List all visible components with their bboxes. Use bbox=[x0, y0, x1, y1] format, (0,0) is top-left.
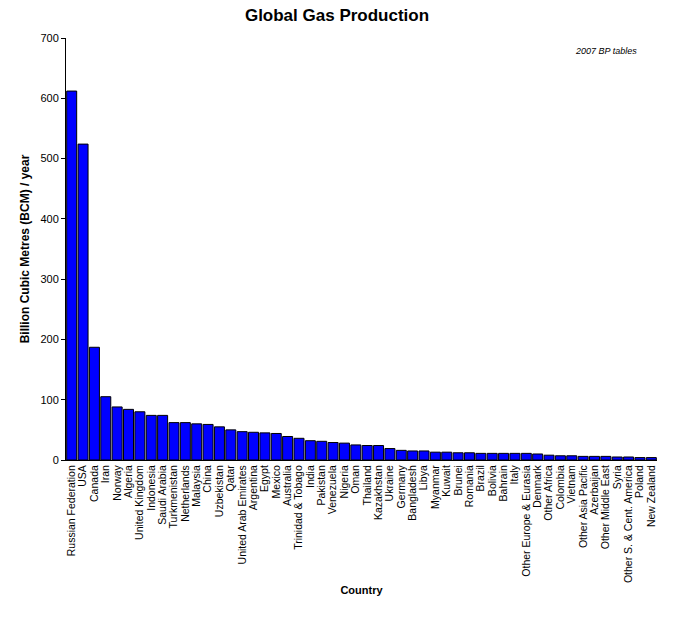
svg-text:India: India bbox=[304, 465, 316, 488]
svg-text:New Zealand: New Zealand bbox=[645, 465, 657, 527]
svg-text:100: 100 bbox=[40, 394, 58, 406]
svg-text:Italy: Italy bbox=[508, 464, 520, 484]
svg-text:Other Europe & Eurasia: Other Europe & Eurasia bbox=[520, 465, 532, 577]
svg-text:Nigeria: Nigeria bbox=[338, 465, 350, 498]
svg-text:Azerbaijan: Azerbaijan bbox=[588, 465, 600, 515]
svg-text:700: 700 bbox=[40, 32, 58, 44]
svg-text:Trinidad & Tobago: Trinidad & Tobago bbox=[292, 465, 304, 550]
svg-text:Other Africa: Other Africa bbox=[542, 465, 554, 521]
svg-text:Mexico: Mexico bbox=[270, 465, 282, 498]
svg-text:Country: Country bbox=[340, 584, 383, 596]
svg-text:Ukraine: Ukraine bbox=[383, 465, 395, 501]
svg-text:Pakistan: Pakistan bbox=[315, 465, 327, 505]
svg-text:China: China bbox=[201, 465, 213, 493]
svg-text:Syria: Syria bbox=[611, 465, 623, 489]
svg-text:Myanmar: Myanmar bbox=[429, 465, 441, 509]
svg-text:Other S. & Cent. America: Other S. & Cent. America bbox=[622, 465, 634, 583]
svg-text:600: 600 bbox=[40, 92, 58, 104]
svg-text:Other Asia Pacific: Other Asia Pacific bbox=[577, 465, 589, 548]
svg-text:Germany: Germany bbox=[395, 464, 407, 508]
svg-text:Bolivia: Bolivia bbox=[486, 465, 498, 496]
svg-text:Saudi Arabia: Saudi Arabia bbox=[156, 465, 168, 525]
svg-text:Norway: Norway bbox=[111, 464, 123, 500]
svg-text:500: 500 bbox=[40, 152, 58, 164]
svg-text:Poland: Poland bbox=[633, 465, 645, 498]
svg-text:Bangladesh: Bangladesh bbox=[406, 465, 418, 521]
svg-text:Egypt: Egypt bbox=[258, 465, 270, 492]
svg-text:Vietnam: Vietnam bbox=[565, 465, 577, 504]
svg-text:Malaysia: Malaysia bbox=[190, 465, 202, 507]
svg-text:Global Gas Production: Global Gas Production bbox=[245, 6, 429, 25]
svg-text:Denmark: Denmark bbox=[531, 464, 543, 507]
svg-text:Venezuela: Venezuela bbox=[327, 465, 339, 514]
svg-text:Indonesia: Indonesia bbox=[145, 465, 157, 511]
svg-text:Russian Federation: Russian Federation bbox=[65, 465, 77, 556]
svg-text:United Kingdom: United Kingdom bbox=[133, 465, 145, 540]
svg-text:Brazil: Brazil bbox=[474, 465, 486, 491]
svg-text:Qatar: Qatar bbox=[224, 465, 236, 492]
svg-text:Iran: Iran bbox=[99, 465, 111, 483]
svg-text:Algeria: Algeria bbox=[122, 465, 134, 498]
svg-text:Other Middle East: Other Middle East bbox=[599, 465, 611, 549]
svg-text:Colombia: Colombia bbox=[554, 465, 566, 510]
svg-text:200: 200 bbox=[40, 333, 58, 345]
svg-text:Australia: Australia bbox=[281, 465, 293, 506]
svg-text:Canada: Canada bbox=[88, 465, 100, 502]
svg-text:United Arab Emirates: United Arab Emirates bbox=[236, 465, 248, 564]
svg-text:400: 400 bbox=[40, 213, 58, 225]
svg-text:Argentina: Argentina bbox=[247, 465, 259, 510]
svg-text:Uzbekistan: Uzbekistan bbox=[213, 465, 225, 517]
svg-text:Bahrain: Bahrain bbox=[497, 465, 509, 501]
svg-text:300: 300 bbox=[40, 273, 58, 285]
svg-text:Thailand: Thailand bbox=[361, 465, 373, 505]
svg-text:Billion Cubic Metres (BCM) / y: Billion Cubic Metres (BCM) / year bbox=[18, 154, 32, 343]
svg-text:Kuwait: Kuwait bbox=[440, 465, 452, 497]
svg-text:Romania: Romania bbox=[463, 465, 475, 507]
svg-text:Libya: Libya bbox=[417, 465, 429, 490]
svg-text:Kazakhstan: Kazakhstan bbox=[372, 465, 384, 520]
svg-text:Netherlands: Netherlands bbox=[179, 465, 191, 522]
svg-text:Brunei: Brunei bbox=[452, 465, 464, 495]
svg-text:USA: USA bbox=[76, 465, 88, 487]
svg-text:0: 0 bbox=[53, 454, 59, 466]
svg-text:Oman: Oman bbox=[349, 465, 361, 494]
svg-text:Turkmenistan: Turkmenistan bbox=[167, 465, 179, 528]
svg-text:2007 BP tables: 2007 BP tables bbox=[575, 46, 637, 56]
